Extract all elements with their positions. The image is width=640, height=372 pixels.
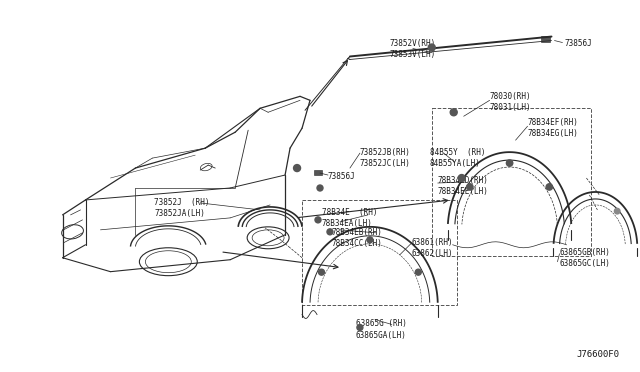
Bar — [314, 170, 322, 174]
Text: 73852V(RH)
73853V(LH): 73852V(RH) 73853V(LH) — [390, 39, 436, 59]
Circle shape — [614, 208, 620, 214]
Text: 73856J: 73856J — [564, 39, 592, 48]
Circle shape — [450, 109, 457, 116]
Circle shape — [315, 217, 321, 223]
Text: 73852JB(RH)
73852JC(LH): 73852JB(RH) 73852JC(LH) — [360, 148, 411, 168]
Bar — [432, 108, 591, 256]
Text: 78B34EB(RH)
78B34CC(LH): 78B34EB(RH) 78B34CC(LH) — [332, 228, 383, 248]
Text: 63865G (RH)
63865GA(LH): 63865G (RH) 63865GA(LH) — [356, 320, 407, 340]
Circle shape — [506, 160, 513, 166]
Circle shape — [317, 185, 323, 191]
Circle shape — [467, 184, 473, 190]
Text: J76600F0: J76600F0 — [577, 350, 620, 359]
Bar — [302, 200, 457, 305]
Text: 78B34ED(RH)
78B34EE(LH): 78B34ED(RH) 78B34EE(LH) — [438, 176, 488, 196]
Circle shape — [367, 237, 373, 243]
Circle shape — [415, 269, 421, 275]
Text: 63865GB(RH)
63865GC(LH): 63865GB(RH) 63865GC(LH) — [559, 248, 611, 268]
Text: 84B55Y  (RH)
84B55YA(LH): 84B55Y (RH) 84B55YA(LH) — [430, 148, 485, 168]
Circle shape — [319, 269, 324, 275]
Text: 78B34E  (RH)
78B34EA(LH): 78B34E (RH) 78B34EA(LH) — [322, 208, 378, 228]
Text: 63861(RH)
63862(LH): 63861(RH) 63862(LH) — [412, 238, 453, 258]
Circle shape — [327, 229, 333, 235]
Circle shape — [428, 44, 435, 51]
Text: 73856J: 73856J — [328, 172, 356, 181]
Text: 78B34EF(RH)
78B34EG(LH): 78B34EF(RH) 78B34EG(LH) — [527, 118, 579, 138]
Text: 73852J  (RH)
73852JA(LH): 73852J (RH) 73852JA(LH) — [154, 198, 210, 218]
Text: 78030(RH)
78031(LH): 78030(RH) 78031(LH) — [490, 92, 531, 112]
Circle shape — [357, 324, 363, 330]
Circle shape — [458, 174, 465, 182]
Bar — [541, 36, 550, 42]
Circle shape — [546, 184, 552, 190]
Circle shape — [294, 164, 301, 171]
